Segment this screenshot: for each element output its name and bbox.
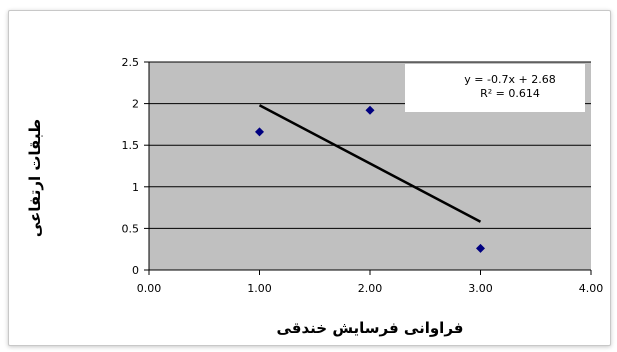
trendline-equation: y = -0.7x + 2.68 xyxy=(464,73,555,86)
x-tick-label: 4.00 xyxy=(579,282,604,295)
equation-box xyxy=(405,64,585,112)
y-tick-label: 0 xyxy=(132,264,139,277)
data-point xyxy=(476,243,485,253)
r-squared-label: R² = 0.614 xyxy=(480,87,540,100)
y-axis-title: طبقات ارتفاعی xyxy=(26,119,44,237)
y-tick-label: 1.5 xyxy=(122,139,140,152)
data-point xyxy=(255,127,264,137)
labels: 0 0.5 1 1.5 2 2.5 0.00 1.00 2.00 3.00 4.00 y = -0.7… xyxy=(26,56,603,337)
axes xyxy=(144,61,592,275)
data-points xyxy=(255,105,485,253)
x-tick-label: 1.00 xyxy=(247,282,272,295)
x-tick-label: 2.00 xyxy=(358,282,383,295)
y-tick-label: 0.5 xyxy=(122,222,140,235)
x-axis-title: فراوانی فرسایش خندقی xyxy=(277,319,464,337)
y-tick-label: 2.5 xyxy=(122,56,140,69)
y-tick-label: 1 xyxy=(132,181,139,194)
y-tick-label: 2 xyxy=(132,98,139,111)
trendline xyxy=(258,104,482,223)
x-tick-label: 3.00 xyxy=(468,282,493,295)
trendline-layer xyxy=(258,104,482,223)
x-tick-label: 0.00 xyxy=(137,282,162,295)
data-point xyxy=(365,105,375,115)
